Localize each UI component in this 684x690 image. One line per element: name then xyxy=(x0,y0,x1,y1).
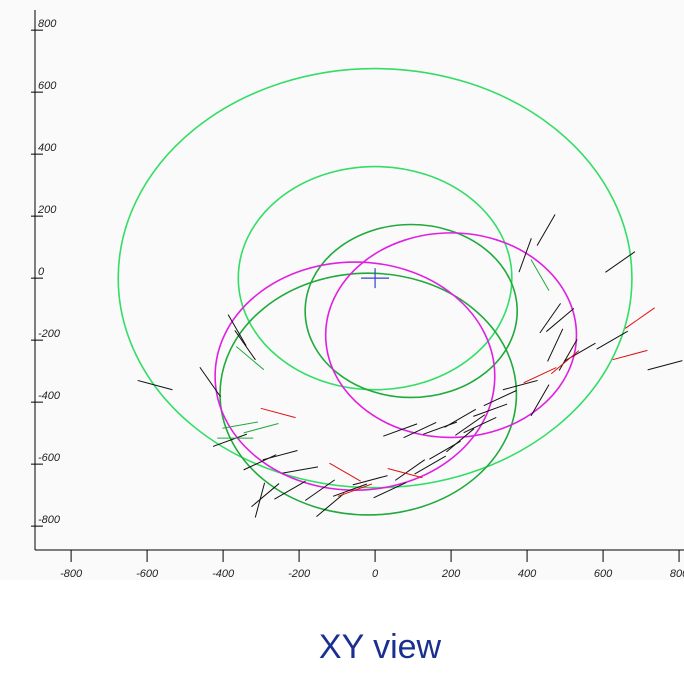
hit xyxy=(227,314,247,347)
track-circle xyxy=(304,223,518,399)
hit xyxy=(260,407,296,419)
hit xyxy=(483,390,517,407)
x-tick-label: -200 xyxy=(288,568,311,580)
track-circle xyxy=(219,272,518,516)
track-circle xyxy=(237,165,513,391)
hit xyxy=(251,483,280,508)
hit xyxy=(332,483,368,497)
plot-area: -800 -600 -400 -200 0 200 400 600 800 -800 -600 -40… xyxy=(31,10,684,580)
hit xyxy=(463,417,497,434)
y-tick-label: -800 xyxy=(38,514,61,526)
hit xyxy=(455,414,486,436)
x-tick-label: 400 xyxy=(518,568,537,580)
hit xyxy=(403,421,437,439)
track-circle xyxy=(324,232,578,439)
hit xyxy=(596,330,629,350)
hit xyxy=(316,493,345,518)
y-tick-label: -400 xyxy=(38,390,61,402)
y-tick-label: 0 xyxy=(38,266,45,278)
hit xyxy=(243,423,279,434)
hit xyxy=(530,384,550,417)
x-tick-label: -800 xyxy=(60,568,83,580)
hit xyxy=(262,450,298,461)
hit xyxy=(282,466,319,474)
y-tick-label: 400 xyxy=(38,142,57,154)
plot-background xyxy=(0,0,684,580)
chart-title: XY view xyxy=(319,628,442,666)
hit xyxy=(502,379,538,391)
hit xyxy=(473,403,508,417)
hit xyxy=(546,308,575,332)
hit xyxy=(530,259,550,291)
hit xyxy=(647,360,683,371)
hit xyxy=(624,307,655,329)
x-tick-label: 0 xyxy=(372,568,379,580)
hit xyxy=(222,421,259,429)
hit xyxy=(422,421,458,435)
y-tick-label: 800 xyxy=(38,18,57,30)
hit xyxy=(352,475,388,486)
hit xyxy=(212,433,248,447)
hit xyxy=(329,462,361,482)
hit xyxy=(235,346,265,371)
x-tick-label: 200 xyxy=(441,568,461,580)
hit xyxy=(523,367,557,384)
y-tick-label: -200 xyxy=(38,328,61,340)
hit xyxy=(387,467,423,479)
hit xyxy=(446,428,475,453)
track-circle xyxy=(117,67,633,489)
hit xyxy=(605,251,636,273)
hit xyxy=(137,379,173,391)
y-tick-label: -600 xyxy=(38,452,61,464)
hit xyxy=(612,349,648,361)
hit xyxy=(234,330,256,361)
hit xyxy=(444,408,477,428)
hit xyxy=(558,339,578,371)
hit xyxy=(550,350,580,375)
hit xyxy=(395,459,426,481)
x-tick-label: 800 xyxy=(670,568,684,580)
x-tick-label: -600 xyxy=(136,568,159,580)
hit xyxy=(274,480,306,500)
hit xyxy=(536,214,556,246)
hit xyxy=(539,303,561,334)
hit xyxy=(383,423,418,437)
hit xyxy=(547,328,564,362)
hit xyxy=(518,238,532,273)
hit xyxy=(373,482,407,499)
hit xyxy=(199,366,221,398)
x-tick-label: 600 xyxy=(594,568,613,580)
hit xyxy=(414,455,447,475)
x-tick-label: -400 xyxy=(212,568,235,580)
y-tick-label: 600 xyxy=(38,80,57,92)
hit xyxy=(337,483,373,497)
y-tick-label: 200 xyxy=(37,204,57,216)
hit xyxy=(304,479,336,501)
